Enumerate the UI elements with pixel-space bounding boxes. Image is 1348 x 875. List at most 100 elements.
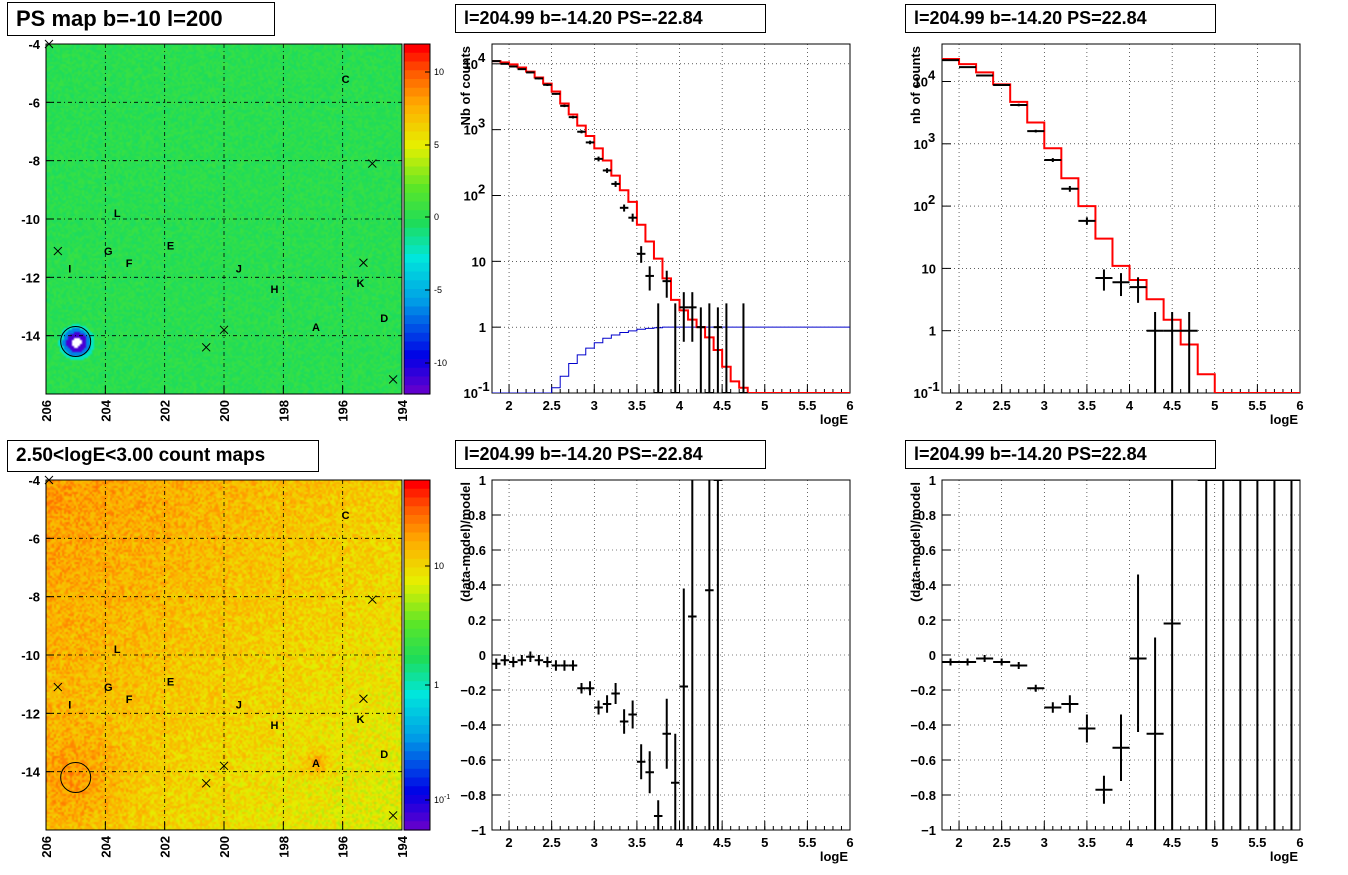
count-map-source-label: G bbox=[104, 682, 113, 694]
chart-p6-xlabel: logE bbox=[1270, 849, 1298, 864]
ps-map-source-label: I bbox=[68, 264, 71, 276]
ps-map-source-label: D bbox=[380, 313, 388, 325]
count-map-palette-band bbox=[404, 760, 430, 770]
chart-p6-data-point bbox=[1146, 637, 1164, 830]
count-map-source-circle bbox=[60, 762, 92, 793]
count-map-palette-frame bbox=[403, 479, 431, 831]
chart-p3-xtick-label: 3.5 bbox=[1078, 398, 1096, 413]
count-map-palette-band bbox=[404, 646, 430, 656]
ps-map-palette-band bbox=[404, 262, 430, 273]
ps-map-palette-band bbox=[404, 297, 430, 308]
panel-title-residual-pos: l=204.99 b=-14.20 PS=22.84 bbox=[905, 440, 1216, 469]
chart-p3-xtick-label: 3 bbox=[1041, 398, 1048, 413]
count-map-xtick-label: 200 bbox=[217, 836, 232, 858]
count-map-palette-band bbox=[404, 698, 430, 709]
chart-p3-ytick-label: 10 bbox=[922, 261, 936, 276]
ps-map-xtick-label: 204 bbox=[98, 399, 113, 421]
chart-p5-data-point bbox=[645, 751, 654, 794]
chart-p2-data-point bbox=[543, 83, 552, 87]
chart-p2-data-point bbox=[594, 156, 603, 162]
chart-p5-data-point bbox=[560, 660, 569, 671]
chart-p6-data-point bbox=[959, 658, 977, 666]
chart-p3-data-point bbox=[1112, 273, 1130, 297]
chart-p2-data-point bbox=[705, 303, 714, 393]
count-map-ytick-label: -10 bbox=[21, 648, 40, 663]
count-map-palette-band bbox=[404, 777, 430, 787]
count-map-source-label: E bbox=[167, 676, 174, 688]
ps-map-palette-band bbox=[404, 210, 430, 220]
chart-p5-data-point bbox=[688, 480, 697, 830]
chart-p2-ylabel: Nb of counts bbox=[458, 46, 473, 125]
count-map-palette-band bbox=[404, 707, 430, 717]
chart-p6-ylabel: (data-model)/model bbox=[908, 482, 923, 602]
chart-p6-ytick-label: −0.6 bbox=[910, 753, 936, 768]
chart-p3-data-point bbox=[1146, 311, 1164, 393]
chart-p5-data-point bbox=[705, 480, 714, 830]
chart-p6-ytick-label: 0.8 bbox=[918, 508, 936, 523]
ps-map-palette-band bbox=[404, 105, 430, 115]
ps-map-palette-tick-label: 10 bbox=[434, 67, 444, 77]
count-map-palette-tick-label: 1 bbox=[434, 680, 439, 690]
chart-p2-data-point bbox=[739, 303, 748, 393]
chart-p2-data-point bbox=[577, 130, 586, 134]
ps-map-palette-band bbox=[404, 87, 430, 98]
count-map-source-label: H bbox=[270, 720, 278, 732]
count-map-ytick-label: -6 bbox=[28, 531, 40, 546]
ps-map-palette-band bbox=[404, 184, 430, 194]
chart-p2-data-point bbox=[679, 292, 689, 342]
ps-map-palette-band bbox=[404, 324, 430, 334]
chart-p6-data-point bbox=[1078, 714, 1096, 743]
ps-map-palette-band bbox=[404, 96, 430, 106]
chart-p6-xtick-label: 5 bbox=[1211, 835, 1218, 850]
chart-p2-ytick-label: 10 bbox=[464, 123, 478, 138]
ps-map-xtick-label: 202 bbox=[158, 400, 173, 422]
ps-map-ytick-label: -10 bbox=[21, 212, 40, 227]
ps-map-palette-frame bbox=[403, 43, 431, 395]
chart-p5-data-point bbox=[509, 656, 518, 668]
chart-p6-xtick-label: 2.5 bbox=[993, 835, 1011, 850]
chart-p5-xtick-label: 3.5 bbox=[628, 835, 646, 850]
ps-map-palette-band bbox=[404, 166, 430, 176]
chart-p2-ytick-exponent: 2 bbox=[478, 181, 485, 196]
count-map-source-label: D bbox=[380, 749, 388, 761]
chart-p2-data-point bbox=[509, 65, 518, 68]
count-map-palette-band bbox=[404, 576, 430, 586]
chart-p3-data-point bbox=[993, 83, 1011, 86]
chart-p5-data-point bbox=[611, 683, 620, 704]
chart-p2-xtick-label: 4.5 bbox=[713, 398, 731, 413]
count-map-palette-band bbox=[404, 541, 430, 551]
chart-p2-data-point bbox=[526, 71, 535, 74]
chart-p5-ytick-label: 0.6 bbox=[468, 543, 486, 558]
chart-p2-data-point bbox=[492, 60, 501, 63]
ps-map-source-label: E bbox=[167, 240, 174, 252]
count-map-palette: 10 1 10-1 bbox=[403, 479, 450, 831]
ps-map-palette-band bbox=[404, 332, 430, 343]
count-map-xtick-label: 194 bbox=[395, 835, 410, 857]
chart-p2-data-point bbox=[713, 307, 723, 393]
chart-p3-data-point bbox=[1095, 269, 1113, 291]
chart-p5-ytick-label: −0.6 bbox=[460, 753, 486, 768]
ps-map-palette-band bbox=[404, 280, 430, 290]
chart-p2-data-point bbox=[568, 115, 578, 119]
chart-p3-xtick-label: 4.5 bbox=[1163, 398, 1181, 413]
chart-p6-data-point bbox=[1265, 480, 1283, 830]
chart-p2-plot-area bbox=[492, 60, 850, 393]
ps-map-palette-tick-label: -10 bbox=[434, 358, 447, 368]
chart-p5-data-point bbox=[492, 658, 501, 669]
ps-map-overlay: -4 -6 -8 -10 -12 -14 206 204 202 200 198 196 194 C L G F… bbox=[21, 37, 410, 422]
chart-p2-xtick-label: 2.5 bbox=[543, 398, 561, 413]
chart-p3-data-point bbox=[1044, 158, 1062, 163]
chart-p5-xtick-label: 3 bbox=[591, 835, 598, 850]
chart-p3-xtick-label: 2 bbox=[955, 398, 962, 413]
chart-p5-data-point bbox=[500, 655, 510, 666]
ps-map-xtick-label: 198 bbox=[276, 400, 291, 422]
chart-p2-data-point bbox=[722, 303, 731, 393]
count-map-source-label: I bbox=[68, 700, 71, 712]
ps-map-ytick-label: -12 bbox=[21, 270, 40, 285]
ps-map-palette-band bbox=[404, 149, 430, 159]
chart-p6-data-point bbox=[1044, 702, 1062, 713]
ps-map-palette-band bbox=[404, 70, 430, 80]
chart-p6-xtick-label: 6 bbox=[1296, 835, 1303, 850]
chart-p3-data-point bbox=[976, 74, 994, 77]
